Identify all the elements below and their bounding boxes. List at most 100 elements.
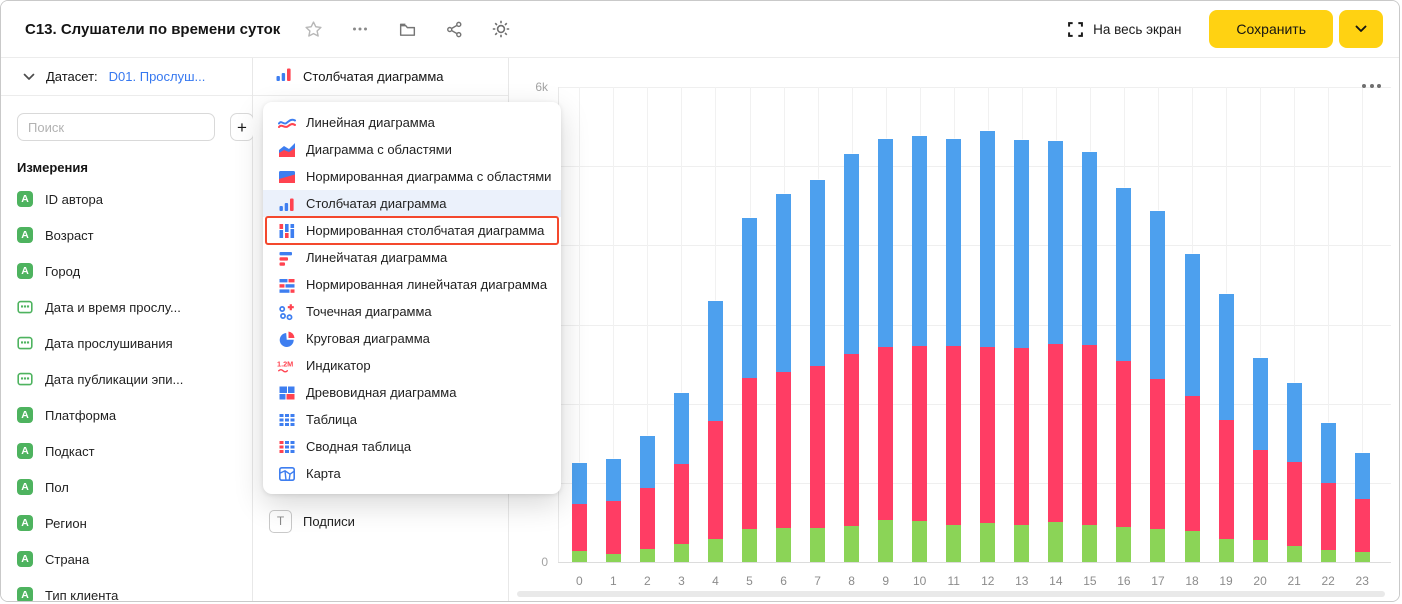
bar-segment-green[interactable] [1320, 550, 1336, 562]
chart-horizontal-scrollbar[interactable] [517, 591, 1385, 597]
bar-segment-red[interactable] [1320, 482, 1336, 551]
bar-segment-red[interactable] [1082, 345, 1098, 525]
chart-type-option[interactable]: Нормированная линейчатая диаграмма [263, 271, 561, 298]
bar-segment-blue[interactable] [1320, 422, 1336, 483]
collapse-chevron-icon[interactable] [23, 73, 35, 81]
bar-segment-green[interactable] [1116, 526, 1132, 562]
bar-segment-green[interactable] [673, 544, 689, 562]
bar-segment-red[interactable] [844, 354, 860, 526]
bar-segment-blue[interactable] [1082, 151, 1098, 346]
chart-type-option[interactable]: Столбчатая диаграмма [263, 190, 561, 217]
bar-segment-red[interactable] [1048, 344, 1064, 523]
bar-segment-red[interactable] [1116, 361, 1132, 527]
field-item[interactable]: Дата и время прослу... [1, 289, 252, 325]
bar-segment-red[interactable] [878, 347, 894, 521]
bar-segment-green[interactable] [776, 528, 792, 562]
chart-type-option[interactable]: Нормированная диаграмма с областями [263, 163, 561, 190]
field-item[interactable]: Дата публикации эпи... [1, 361, 252, 397]
bar-segment-blue[interactable] [1184, 253, 1200, 397]
bar-segment-green[interactable] [707, 538, 723, 562]
chart-type-option[interactable]: Таблица [263, 406, 561, 433]
bar-segment-blue[interactable] [1014, 139, 1030, 349]
chart-more-icon[interactable] [1362, 84, 1381, 88]
field-item[interactable]: A Тип клиента [1, 577, 252, 601]
bar-segment-blue[interactable] [912, 135, 928, 346]
bar-segment-green[interactable] [980, 522, 996, 562]
bar-segment-blue[interactable] [1116, 187, 1132, 362]
bar-segment-green[interactable] [1150, 528, 1166, 562]
bar-segment-red[interactable] [571, 503, 587, 551]
bar-segment-red[interactable] [1150, 379, 1166, 529]
chart-type-option[interactable]: Нормированная столбчатая диаграмма [263, 216, 561, 245]
bar-segment-red[interactable] [776, 371, 792, 529]
share-icon[interactable] [443, 18, 465, 40]
bar-segment-red[interactable] [1184, 396, 1200, 531]
bar-segment-green[interactable] [1014, 524, 1030, 562]
bar-segment-green[interactable] [1218, 539, 1234, 562]
bar-segment-red[interactable] [1354, 499, 1370, 553]
bar-segment-red[interactable] [980, 346, 996, 523]
chart-type-option[interactable]: Сводная таблица [263, 433, 561, 460]
field-item[interactable]: A ID автора [1, 181, 252, 217]
bar-segment-green[interactable] [1354, 552, 1370, 562]
add-field-button[interactable]: + [230, 113, 254, 141]
bar-segment-red[interactable] [605, 501, 621, 554]
bar-segment-blue[interactable] [1354, 452, 1370, 500]
bar-segment-blue[interactable] [810, 180, 826, 367]
field-item[interactable]: A Подкаст [1, 433, 252, 469]
bar-segment-red[interactable] [946, 346, 962, 525]
bar-segment-red[interactable] [1014, 348, 1030, 525]
bar-segment-red[interactable] [707, 420, 723, 539]
bar-segment-green[interactable] [844, 525, 860, 562]
bar-segment-blue[interactable] [1218, 294, 1234, 420]
bar-segment-green[interactable] [1184, 530, 1200, 562]
chart-type-selector[interactable]: Столбчатая диаграмма [253, 58, 508, 96]
bar-segment-red[interactable] [1218, 419, 1234, 540]
bar-segment-red[interactable] [742, 377, 757, 530]
save-button[interactable]: Сохранить [1209, 10, 1333, 48]
bar-segment-red[interactable] [810, 366, 826, 528]
chart-type-option[interactable]: Диаграмма с областями [263, 136, 561, 163]
bar-segment-blue[interactable] [1150, 210, 1166, 380]
bar-segment-blue[interactable] [878, 138, 894, 348]
bar-segment-blue[interactable] [707, 300, 723, 421]
bar-segment-blue[interactable] [980, 130, 996, 347]
bar-segment-red[interactable] [912, 345, 928, 521]
bar-segment-blue[interactable] [605, 459, 621, 502]
bar-segment-red[interactable] [1286, 462, 1302, 547]
field-item[interactable]: A Возраст [1, 217, 252, 253]
bar-segment-green[interactable] [810, 527, 826, 562]
bar-segment-red[interactable] [639, 488, 655, 550]
bar-segment-green[interactable] [639, 549, 655, 562]
bar-segment-blue[interactable] [742, 217, 757, 378]
field-item[interactable]: A Город [1, 253, 252, 289]
bar-segment-red[interactable] [673, 463, 689, 545]
bar-segment-blue[interactable] [639, 436, 655, 489]
save-menu-button[interactable] [1339, 10, 1383, 48]
chart-type-option[interactable]: Точечная диаграмма [263, 298, 561, 325]
search-input[interactable] [17, 113, 215, 141]
more-actions-icon[interactable] [349, 18, 371, 40]
bar-segment-blue[interactable] [946, 138, 962, 347]
chart-type-option[interactable]: Круговая диаграмма [263, 325, 561, 352]
bar-segment-blue[interactable] [571, 463, 587, 504]
bar-segment-blue[interactable] [776, 194, 792, 372]
bar-segment-blue[interactable] [844, 153, 860, 355]
star-icon[interactable] [302, 18, 324, 40]
bar-segment-green[interactable] [742, 529, 757, 562]
chart-type-option[interactable]: Линейная диаграмма [263, 109, 561, 136]
dataset-link[interactable]: D01. Прослуш... [108, 69, 206, 84]
field-item[interactable]: A Пол [1, 469, 252, 505]
bar-segment-green[interactable] [912, 520, 928, 562]
field-item[interactable]: Дата прослушивания [1, 325, 252, 361]
chart-type-option[interactable]: 1.2M Индикатор [263, 352, 561, 379]
field-item[interactable]: A Регион [1, 505, 252, 541]
chart-type-option[interactable]: Линейчатая диаграмма [263, 244, 561, 271]
bar-segment-red[interactable] [1252, 450, 1268, 541]
bar-segment-green[interactable] [878, 520, 894, 562]
folder-icon[interactable] [396, 18, 418, 40]
gear-icon[interactable] [490, 18, 512, 40]
chart-type-option[interactable]: Древовидная диаграмма [263, 379, 561, 406]
chart-type-option[interactable]: Карта [263, 460, 561, 487]
bar-segment-green[interactable] [571, 550, 587, 562]
